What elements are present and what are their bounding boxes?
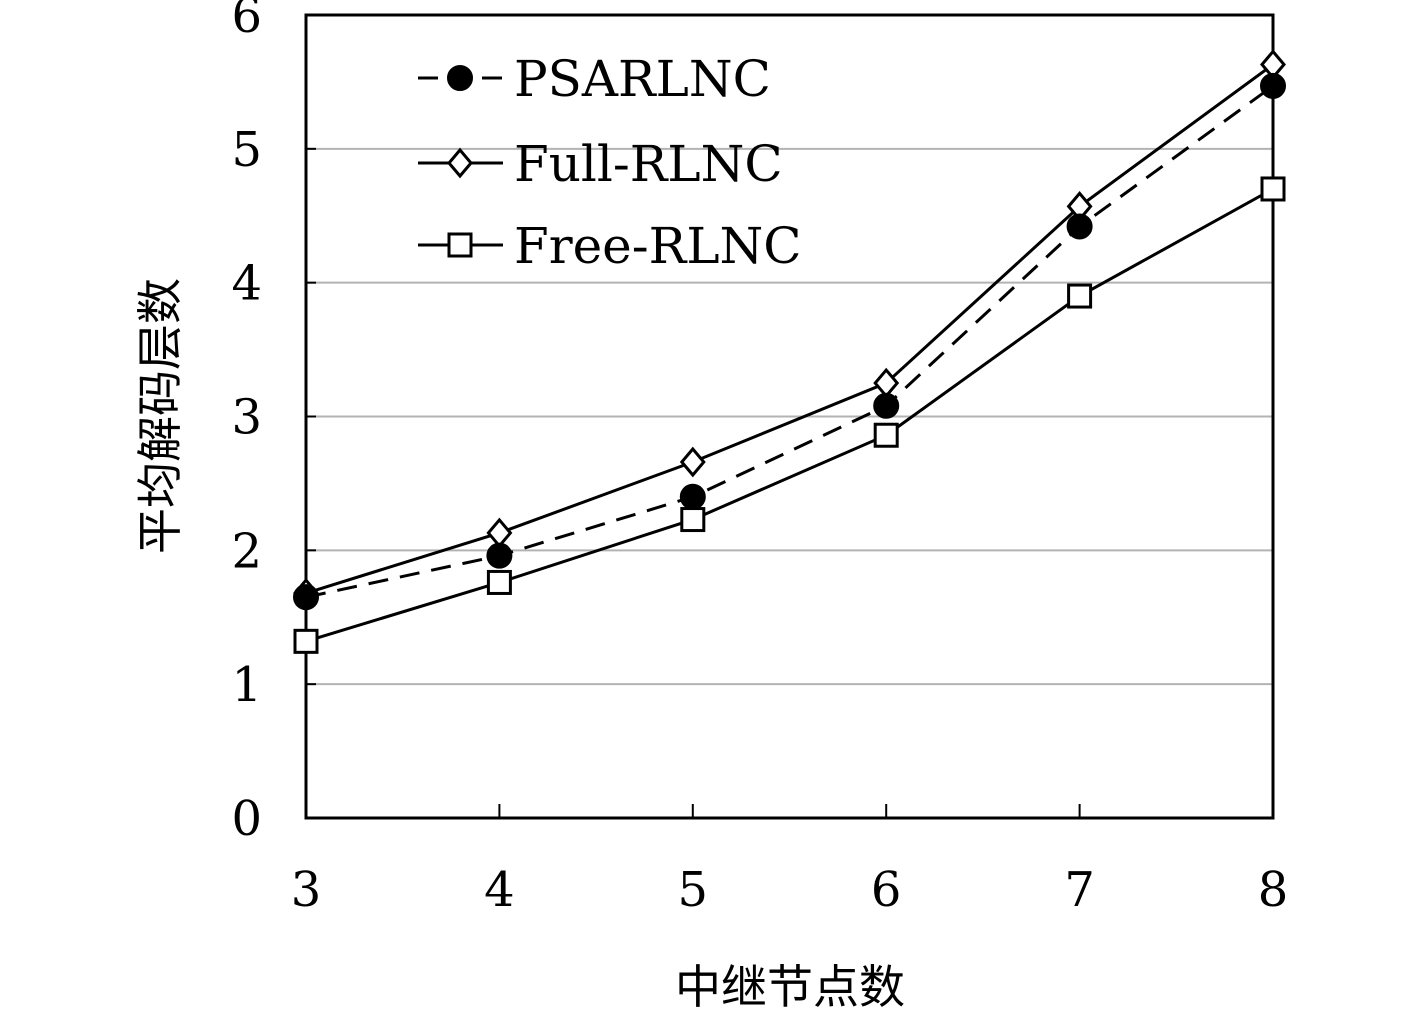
y-axis-title: 平均解码层数	[133, 278, 187, 554]
point-full-rlnc	[873, 367, 900, 399]
legend-marker-free-rlnc	[447, 232, 473, 258]
point-free-rlnc	[1067, 283, 1093, 309]
point-psarlnc	[873, 392, 900, 419]
x-tick-label: 8	[1258, 862, 1289, 918]
grid-lines	[306, 147, 1273, 686]
point-full-rlnc	[486, 517, 513, 549]
x-tick-label: 7	[1064, 862, 1095, 918]
point-psarlnc	[1066, 213, 1093, 240]
point-full-rlnc	[679, 446, 706, 478]
series-line-full-rlnc	[305, 63, 1274, 595]
y-tick-label: 0	[231, 791, 262, 847]
point-free-rlnc	[680, 507, 706, 533]
legend-label-full-rlnc: Full-RLNC	[514, 135, 783, 193]
x-axis-title: 中继节点数	[675, 960, 905, 1014]
y-tick-label: 2	[231, 523, 262, 579]
y-tick-label: 1	[231, 657, 262, 713]
point-psarlnc	[679, 483, 706, 510]
point-psarlnc	[293, 584, 319, 611]
point-psarlnc	[1260, 72, 1286, 99]
point-free-rlnc	[873, 422, 899, 448]
y-tick-label: 5	[231, 122, 262, 178]
legend-label-psarlnc: PSARLNC	[514, 50, 771, 108]
legend-marker-psarlnc	[447, 65, 473, 91]
point-free-rlnc	[293, 628, 319, 654]
x-axis-ticks: 3 4 5 6 7 8	[291, 804, 1289, 918]
series-layer	[293, 49, 1286, 654]
legend: PSARLNC Full-RLNC Free-RLNC	[418, 50, 802, 275]
y-tick-label: 6	[231, 0, 262, 44]
legend-marker-full-rlnc	[447, 147, 473, 179]
legend-label-free-rlnc: Free-RLNC	[514, 217, 802, 275]
point-free-rlnc	[486, 569, 512, 595]
series-line-free-rlnc	[305, 187, 1274, 643]
point-free-rlnc	[1260, 176, 1286, 202]
x-tick-label: 6	[871, 862, 902, 918]
y-tick-label: 3	[231, 390, 262, 446]
x-tick-label: 5	[678, 862, 709, 918]
x-tick-label: 4	[484, 862, 515, 918]
x-tick-label: 3	[291, 862, 322, 918]
y-tick-label: 4	[231, 256, 262, 312]
series-line-psarlnc	[305, 84, 1274, 599]
point-psarlnc	[486, 542, 513, 569]
y-axis-ticks: 0 1 2 3 4 5 6	[231, 0, 316, 847]
